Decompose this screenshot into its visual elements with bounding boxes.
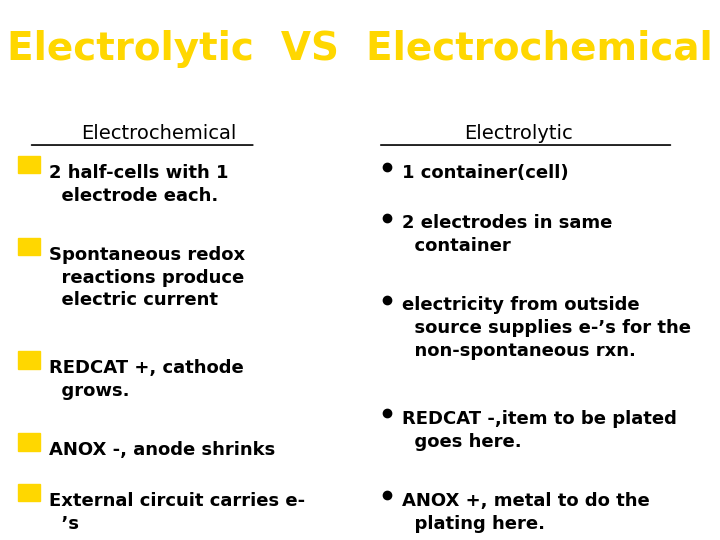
Text: Spontaneous redox
  reactions produce
  electric current: Spontaneous redox reactions produce elec… — [49, 246, 245, 309]
Text: electricity from outside
  source supplies e-’s for the
  non-spontaneous rxn.: electricity from outside source supplies… — [402, 296, 690, 360]
Text: ANOX +, metal to do the
  plating here.: ANOX +, metal to do the plating here. — [402, 492, 649, 532]
FancyBboxPatch shape — [18, 351, 40, 369]
FancyBboxPatch shape — [18, 484, 40, 502]
Text: Electrochemical: Electrochemical — [81, 124, 236, 143]
Text: 2 half-cells with 1
  electrode each.: 2 half-cells with 1 electrode each. — [49, 164, 228, 205]
FancyBboxPatch shape — [18, 238, 40, 255]
Text: REDCAT +, cathode
  grows.: REDCAT +, cathode grows. — [49, 359, 243, 400]
Text: Electrolytic: Electrolytic — [464, 124, 573, 143]
Text: Electrolytic  VS  Electrochemical: Electrolytic VS Electrochemical — [7, 30, 713, 68]
Text: REDCAT -,item to be plated
  goes here.: REDCAT -,item to be plated goes here. — [402, 410, 677, 450]
Text: External circuit carries e-
  ’s: External circuit carries e- ’s — [49, 492, 305, 532]
Text: ANOX -, anode shrinks: ANOX -, anode shrinks — [49, 441, 275, 459]
Text: 2 electrodes in same
  container: 2 electrodes in same container — [402, 214, 612, 255]
Text: 1 container(cell): 1 container(cell) — [402, 164, 568, 181]
FancyBboxPatch shape — [18, 433, 40, 451]
FancyBboxPatch shape — [18, 156, 40, 173]
